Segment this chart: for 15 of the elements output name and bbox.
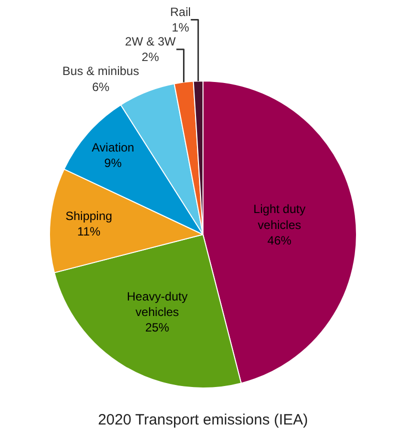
data-label: 9% [104, 156, 122, 170]
slice-label: Shipping [65, 208, 112, 223]
data-label: 25% [145, 320, 170, 334]
slice-label: Light duty vehicles [253, 202, 306, 232]
data-label: 11% [77, 224, 101, 239]
data-label: 6% [92, 80, 110, 94]
slice-label: Heavy-duty vehicles [126, 289, 188, 319]
slice-label: Rail [170, 4, 191, 19]
data-label: 2% [142, 50, 160, 64]
data-label: 46% [267, 233, 292, 248]
text: 2020 Transport emissions (IEA) [98, 411, 308, 428]
slice-label: Bus & minibus [62, 64, 140, 78]
slice-label: 2W & 3W [125, 34, 176, 49]
slice-label: Aviation [92, 140, 134, 154]
data-label: 1% [172, 20, 190, 35]
